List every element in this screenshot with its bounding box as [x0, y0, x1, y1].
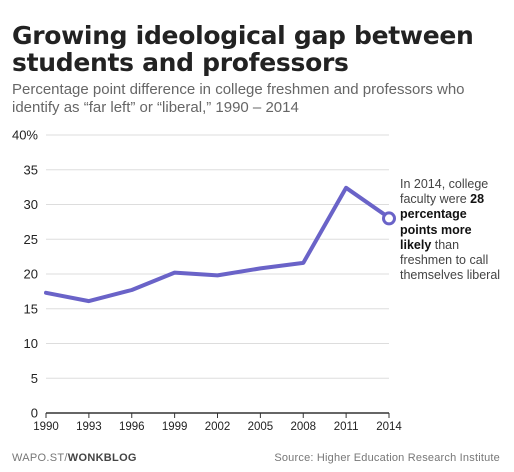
y-tick-label: 0: [31, 406, 38, 421]
chart-annotation: In 2014, college faculty were 28 percent…: [400, 177, 506, 283]
chart-subtitle: Percentage point difference in college f…: [12, 81, 465, 116]
y-tick-label: 5: [31, 371, 38, 386]
y-tick-label: 10: [24, 336, 38, 351]
y-tick-label: 25: [24, 232, 38, 247]
y-tick-label: 40%: [12, 128, 38, 143]
footer-credit: WAPO.ST/WONKBLOG: [12, 452, 137, 464]
x-tick-label: 2011: [334, 421, 359, 433]
annotation-text-1: In 2014, college faculty were: [400, 177, 489, 207]
data-line: [44, 185, 391, 304]
x-tick-label: 2005: [248, 421, 274, 433]
y-tick-label: 15: [24, 301, 38, 316]
x-tick-label: 1996: [119, 421, 145, 433]
footer-credit-prefix: WAPO.ST/: [12, 452, 68, 464]
highlight-marker: [382, 211, 396, 226]
x-tick-label: 1999: [162, 421, 188, 433]
footer-source: Source: Higher Education Research Instit…: [274, 452, 500, 464]
y-tick-label: 35: [24, 162, 38, 177]
y-tick-label: 30: [24, 197, 38, 212]
annotation-bold: 28 percentage points more likely: [400, 192, 485, 252]
annotation-text-2: than freshmen to call themselves liberal: [400, 237, 501, 283]
chart-title: Growing ideological gap between students…: [12, 21, 474, 77]
x-tick-label: 2008: [290, 421, 316, 433]
x-tick-label: 2014: [376, 421, 402, 433]
footer-credit-brand: WONKBLOG: [67, 452, 137, 464]
x-tick-label: 1990: [33, 421, 59, 433]
y-tick-label: 20: [24, 267, 38, 282]
x-tick-label: 2002: [205, 421, 231, 433]
x-tick-label: 1993: [76, 421, 102, 433]
